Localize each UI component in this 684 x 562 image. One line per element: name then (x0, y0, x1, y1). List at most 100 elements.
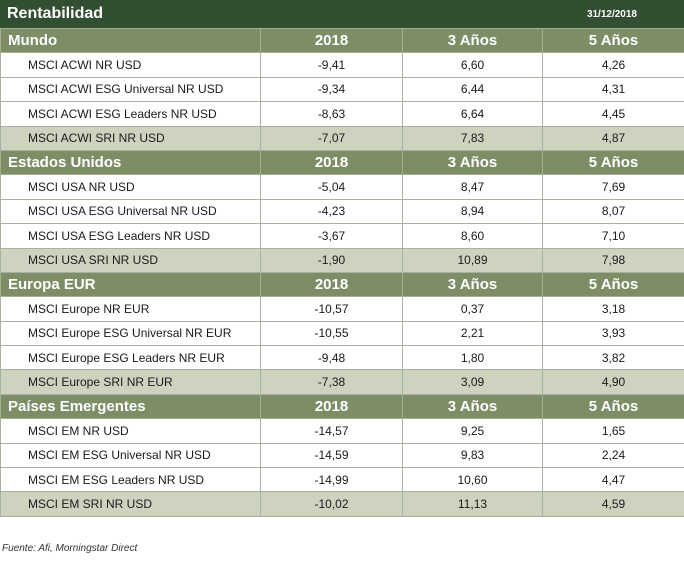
index-name-cell: MSCI EM ESG Universal NR USD (0, 442, 261, 469)
value-5-years-cell: 3,82 (542, 345, 684, 371)
value-2018-cell: -5,04 (260, 174, 403, 200)
index-name-cell: MSCI Europe ESG Leaders NR EUR (0, 345, 261, 371)
value-5-years-cell: 7,69 (542, 174, 684, 200)
value-2018-cell: -7,07 (260, 125, 403, 151)
table-title: Rentabilidad (7, 5, 104, 22)
section-header-row: Europa EUR 2018 3 Años 5 Años (0, 271, 684, 298)
value-2018-cell: -4,23 (260, 198, 403, 225)
value-2018-cell: -14,59 (260, 442, 403, 469)
value-2018-cell: -9,41 (260, 52, 403, 78)
section-name: Estados Unidos (0, 149, 261, 176)
title-bar: Rentabilidad 31/12/2018 (0, 0, 684, 28)
value-5-years-cell: 3,18 (542, 296, 684, 322)
table-row: MSCI ACWI SRI NR USD -7,07 7,83 4,87 (0, 125, 684, 151)
index-name-cell: MSCI ACWI NR USD (0, 52, 261, 78)
value-3-years-cell: 6,60 (402, 52, 543, 78)
index-name-cell: MSCI USA NR USD (0, 174, 261, 200)
value-3-years-cell: 6,64 (402, 101, 543, 127)
source-note: Fuente: Afi, Morningstar Direct (2, 543, 138, 554)
value-2018-cell: -8,63 (260, 101, 403, 127)
index-name-cell: MSCI EM ESG Leaders NR USD (0, 467, 261, 493)
value-5-years-cell: 4,45 (542, 101, 684, 127)
value-3-years-cell: 7,83 (402, 125, 543, 151)
value-5-years-cell: 7,10 (542, 223, 684, 249)
value-2018-cell: -3,67 (260, 223, 403, 249)
value-3-years-cell: 8,60 (402, 223, 543, 249)
value-5-years-cell: 4,26 (542, 52, 684, 78)
value-3-years-cell: 9,25 (402, 418, 543, 444)
index-name-cell: MSCI USA SRI NR USD (0, 247, 261, 273)
value-2018-cell: -9,34 (260, 76, 403, 103)
index-name-cell: MSCI Europe SRI NR EUR (0, 369, 261, 395)
column-header-3-years: 3 Años (402, 27, 543, 54)
value-3-years-cell: 11,13 (402, 491, 543, 517)
table-row: MSCI USA ESG Universal NR USD -4,23 8,94 8,… (0, 198, 684, 225)
value-5-years-cell: 4,31 (542, 76, 684, 103)
value-5-years-cell: 2,24 (542, 442, 684, 469)
value-5-years-cell: 1,65 (542, 418, 684, 444)
value-3-years-cell: 10,60 (402, 467, 543, 493)
table-row: MSCI ACWI ESG Universal NR USD -9,34 6,44 4… (0, 76, 684, 103)
index-name-cell: MSCI EM SRI NR USD (0, 491, 261, 517)
value-3-years-cell: 1,80 (402, 345, 543, 371)
value-5-years-cell: 4,47 (542, 467, 684, 493)
table-row: MSCI EM ESG Universal NR USD -14,59 9,83 2,… (0, 442, 684, 469)
table-row: MSCI Europe SRI NR EUR -7,38 3,09 4,90 (0, 369, 684, 395)
column-header-5-years: 5 Años (542, 271, 684, 298)
value-2018-cell: -7,38 (260, 369, 403, 395)
value-3-years-cell: 10,89 (402, 247, 543, 273)
table-row: MSCI ACWI NR USD -9,41 6,60 4,26 (0, 52, 684, 78)
section-name: Países Emergentes (0, 393, 261, 420)
value-3-years-cell: 9,83 (402, 442, 543, 469)
value-2018-cell: -10,57 (260, 296, 403, 322)
table-row: MSCI ACWI ESG Leaders NR USD -8,63 6,64 4,4… (0, 101, 684, 127)
column-header-3-years: 3 Años (402, 271, 543, 298)
value-5-years-cell: 4,87 (542, 125, 684, 151)
column-header-2018: 2018 (260, 149, 403, 176)
value-3-years-cell: 3,09 (402, 369, 543, 395)
column-header-3-years: 3 Años (402, 149, 543, 176)
index-name-cell: MSCI ACWI ESG Leaders NR USD (0, 101, 261, 127)
index-name-cell: MSCI USA ESG Leaders NR USD (0, 223, 261, 249)
column-header-2018: 2018 (260, 393, 403, 420)
table-row: MSCI Europe ESG Universal NR EUR -10,55 2,… (0, 320, 684, 347)
index-name-cell: MSCI USA ESG Universal NR USD (0, 198, 261, 225)
value-2018-cell: -14,99 (260, 467, 403, 493)
column-header-5-years: 5 Años (542, 393, 684, 420)
section-name: Europa EUR (0, 271, 261, 298)
index-name-cell: MSCI ACWI SRI NR USD (0, 125, 261, 151)
table-row: MSCI USA NR USD -5,04 8,47 7,69 (0, 174, 684, 200)
value-5-years-cell: 8,07 (542, 198, 684, 225)
column-header-2018: 2018 (260, 271, 403, 298)
value-2018-cell: -14,57 (260, 418, 403, 444)
value-2018-cell: -9,48 (260, 345, 403, 371)
value-3-years-cell: 8,47 (402, 174, 543, 200)
index-name-cell: MSCI Europe ESG Universal NR EUR (0, 320, 261, 347)
table-row: MSCI Europe NR EUR -10,57 0,37 3,18 (0, 296, 684, 322)
table-row: MSCI EM NR USD -14,57 9,25 1,65 (0, 418, 684, 444)
table-date: 31/12/2018 (586, 8, 637, 20)
value-5-years-cell: 4,90 (542, 369, 684, 395)
column-header-5-years: 5 Años (542, 149, 684, 176)
table-row: MSCI USA ESG Leaders NR USD -3,67 8,60 7,10 (0, 223, 684, 249)
index-name-cell: MSCI ACWI ESG Universal NR USD (0, 76, 261, 103)
value-3-years-cell: 0,37 (402, 296, 543, 322)
table-row: MSCI EM SRI NR USD -10,02 11,13 4,59 (0, 491, 684, 517)
value-5-years-cell: 7,98 (542, 247, 684, 273)
table-row: MSCI EM ESG Leaders NR USD -14,99 10,60 4,4… (0, 467, 684, 493)
section-header-row: Estados Unidos 2018 3 Años 5 Años (0, 149, 684, 176)
table-row: MSCI USA SRI NR USD -1,90 10,89 7,98 (0, 247, 684, 273)
value-2018-cell: -10,02 (260, 491, 403, 517)
section-header-row: Países Emergentes 2018 3 Años 5 Años (0, 393, 684, 420)
value-3-years-cell: 8,94 (402, 198, 543, 225)
returns-table: Mundo 2018 3 Años 5 Años MSCI ACWI NR USD -9,… (0, 27, 684, 517)
column-header-5-years: 5 Años (542, 27, 684, 54)
index-name-cell: MSCI EM NR USD (0, 418, 261, 444)
column-header-2018: 2018 (260, 27, 403, 54)
value-3-years-cell: 6,44 (402, 76, 543, 103)
table-row: MSCI Europe ESG Leaders NR EUR -9,48 1,80 3… (0, 345, 684, 371)
section-name: Mundo (0, 27, 261, 54)
value-3-years-cell: 2,21 (402, 320, 543, 347)
section-header-row: Mundo 2018 3 Años 5 Años (0, 27, 684, 54)
